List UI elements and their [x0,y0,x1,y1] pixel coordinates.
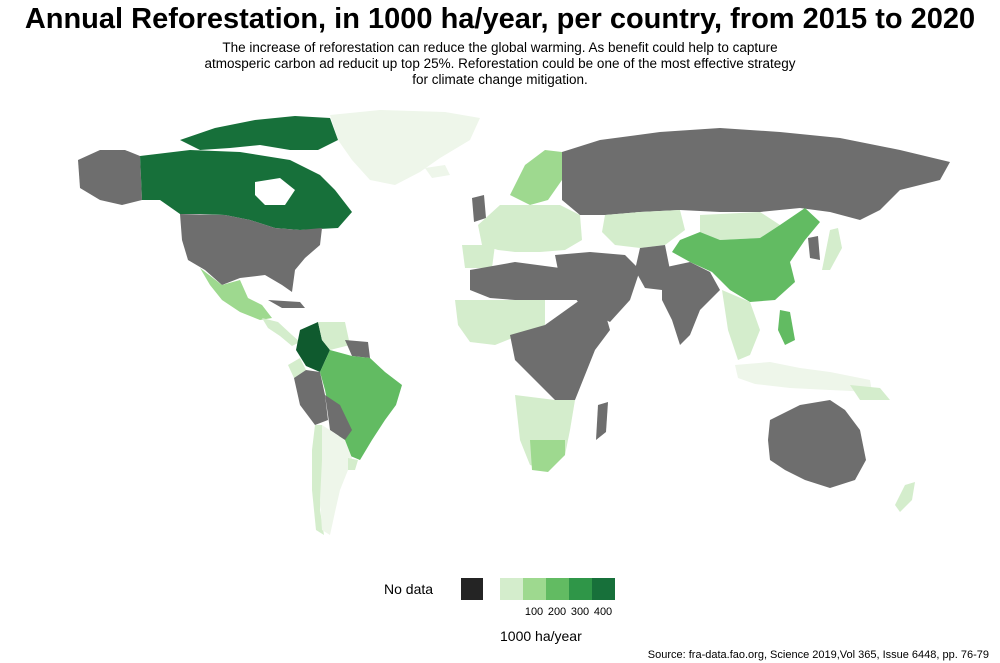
region-iberia [462,245,495,268]
region-central-america [262,318,300,346]
region-guianas [345,340,370,358]
legend-bin-1 [500,578,523,600]
region-colombia [296,322,330,372]
region-hudson-bay [255,178,295,205]
region-madagascar [596,402,608,440]
legend-no-data-swatch [461,578,483,600]
region-mexico [200,268,272,320]
region-scandinavia [510,150,562,205]
region-alaska [78,150,142,205]
region-united-states [180,214,322,292]
region-venezuela [318,322,350,350]
region-philippines [778,310,795,345]
source-note: Source: fra-data.fao.org, Science 2019,V… [647,649,989,661]
region-peru [294,370,328,425]
legend-bin-5 [592,578,615,600]
legend-bin-2 [523,578,546,600]
legend-tick-400: 400 [593,606,613,618]
legend-tick-100: 100 [524,606,544,618]
region-chile [312,425,324,535]
region-new-zealand [895,482,915,512]
region-bolivia-paraguay [325,395,352,440]
legend-tick-300: 300 [570,606,590,618]
region-north-africa [470,262,580,300]
map-subtitle: The increase of reforestation can reduce… [204,40,796,87]
region-korea [808,236,820,260]
region-afpak [635,245,670,290]
region-png [850,385,890,400]
region-southeast-asia [722,290,760,360]
region-iceland [425,165,450,178]
legend-no-data-label: No data [384,581,434,597]
region-cuba [268,300,305,308]
region-mongolia [700,212,780,240]
region-india [662,262,720,345]
legend-bin-4 [569,578,592,600]
legend-title: 1000 ha/year [500,628,582,644]
region-japan [822,228,842,270]
region-russia [562,128,950,220]
region-middle-east [555,252,640,322]
region-central-africa [510,300,610,400]
region-kazakhstan [602,210,685,248]
region-south-africa [530,440,565,472]
region-europe [478,205,582,252]
region-china [672,208,820,302]
region-uruguay [348,458,358,470]
region-greenland [330,110,480,185]
region-indonesia [735,362,872,392]
region-australia [768,400,866,488]
world-map [78,110,950,535]
region-canada-islands [180,116,338,150]
region-argentina [320,425,352,535]
region-canada [140,150,352,230]
map-title: Annual Reforestation, in 1000 ha/year, p… [24,3,976,35]
legend-tick-200: 200 [547,606,567,618]
region-uk [472,195,486,222]
legend-bin-3 [546,578,569,600]
